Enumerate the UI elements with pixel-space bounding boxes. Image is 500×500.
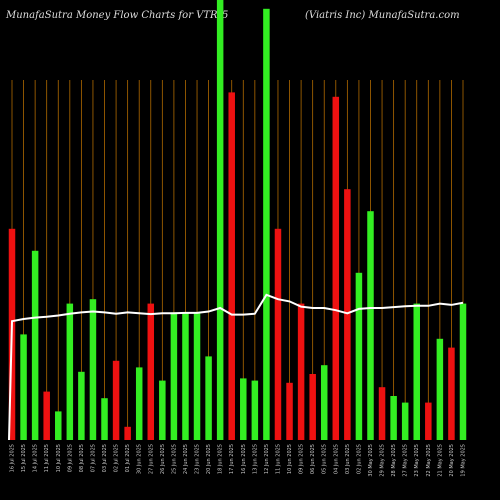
- bar-layer: [8, 0, 467, 441]
- bar: [286, 382, 293, 440]
- money-flow-line: [8, 293, 464, 441]
- bar: [101, 398, 108, 440]
- bar: [147, 303, 155, 440]
- x-tick-label: 20 Jun 2025: [206, 444, 212, 474]
- bar: [135, 367, 143, 440]
- x-tick-label: 18 Jun 2025: [218, 444, 224, 474]
- x-tick-label: 25 Jun 2025: [171, 444, 177, 474]
- x-tick-label: 23 Jun 2025: [195, 444, 201, 474]
- x-tick-label: 19 May 2025: [461, 444, 467, 477]
- chart-title-left: MunafaSutra Money Flow Charts for VTR: [6, 10, 218, 21]
- x-tick-label: 20 May 2025: [449, 444, 455, 477]
- x-tick-label: 04 Jun 2025: [333, 444, 339, 474]
- line-layer: [8, 293, 464, 441]
- x-tick-label: 26 Jun 2025: [160, 444, 166, 474]
- bar: [332, 96, 340, 441]
- bar: [436, 338, 444, 440]
- x-tick-label: 02 Jun 2025: [356, 444, 362, 474]
- bar: [20, 334, 27, 440]
- x-tick-label: 03 Jul 2025: [102, 444, 108, 472]
- x-tick-label: 30 May 2025: [368, 444, 374, 477]
- x-tick-label: 15 Jul 2025: [21, 444, 27, 472]
- bar: [66, 303, 74, 440]
- x-tick-label: 09 Jul 2025: [67, 444, 73, 472]
- bar: [240, 378, 247, 440]
- x-tick-label: 14 Jul 2025: [33, 444, 39, 472]
- x-tick-label: 05 Jun 2025: [322, 444, 328, 474]
- bar: [425, 402, 432, 440]
- x-tick-label: 09 Jun 2025: [299, 444, 305, 474]
- x-tick-label: 16 Jul 2025: [10, 444, 16, 472]
- bar: [124, 426, 131, 440]
- bar: [367, 211, 374, 440]
- x-tick-label: 10 Jun 2025: [287, 444, 293, 474]
- bar: [43, 391, 50, 440]
- x-tick-label: 03 Jun 2025: [345, 444, 351, 474]
- bar: [401, 402, 409, 440]
- bar: [263, 8, 270, 441]
- chart-title-middle: 5: [222, 10, 229, 21]
- x-tick-label: 06 Jun 2025: [310, 444, 316, 474]
- x-tick-label: 11 Jul 2025: [44, 444, 50, 472]
- bar: [251, 380, 259, 440]
- x-tick-label: 11 Jun 2025: [275, 444, 281, 474]
- bar: [159, 380, 166, 440]
- x-tick-label: 12 Jun 2025: [264, 444, 270, 474]
- x-tick-label: 23 May 2025: [414, 444, 420, 477]
- x-tick-label: 24 Jun 2025: [183, 444, 189, 474]
- label-layer: 16 Jul 2025 15 Jul 2025 14 Jul 2025 11 Jul …: [10, 444, 467, 477]
- bar: [193, 312, 201, 440]
- bar: [31, 250, 39, 440]
- bar: [182, 312, 189, 440]
- bar: [170, 312, 178, 440]
- x-tick-label: 13 Jun 2025: [252, 444, 258, 474]
- chart-title-right: (Viatris Inc) MunafaSutra.com: [305, 10, 460, 21]
- x-tick-label: 07 Jul 2025: [90, 444, 96, 472]
- bar: [297, 303, 305, 440]
- bar: [344, 189, 351, 440]
- x-tick-label: 22 May 2025: [426, 444, 432, 477]
- x-tick-label: 17 Jun 2025: [229, 444, 235, 474]
- bar: [390, 396, 397, 440]
- x-tick-label: 21 May 2025: [437, 444, 443, 477]
- bar: [205, 356, 212, 440]
- x-tick-label: 27 May 2025: [403, 444, 409, 477]
- bar: [309, 374, 316, 440]
- bar: [355, 272, 363, 440]
- bar: [89, 299, 97, 440]
- x-tick-label: 02 Jul 2025: [114, 444, 120, 472]
- bar: [413, 303, 420, 440]
- bar: [274, 228, 282, 440]
- bar: [378, 387, 386, 440]
- bar: [55, 411, 62, 440]
- bar: [78, 371, 85, 440]
- x-tick-label: 27 Jun 2025: [148, 444, 154, 474]
- x-tick-label: 08 Jul 2025: [79, 444, 85, 472]
- x-tick-label: 16 Jun 2025: [241, 444, 247, 474]
- bar: [320, 365, 328, 440]
- x-tick-label: 28 May 2025: [391, 444, 397, 477]
- x-tick-label: 29 May 2025: [380, 444, 386, 477]
- x-tick-label: 30 Jun 2025: [137, 444, 143, 474]
- bar: [448, 347, 455, 440]
- bar: [459, 303, 467, 440]
- bar: [112, 360, 120, 440]
- x-tick-label: 01 Jul 2025: [125, 444, 131, 472]
- bar: [228, 92, 235, 441]
- x-tick-label: 10 Jul 2025: [56, 444, 62, 472]
- bar: [216, 0, 224, 440]
